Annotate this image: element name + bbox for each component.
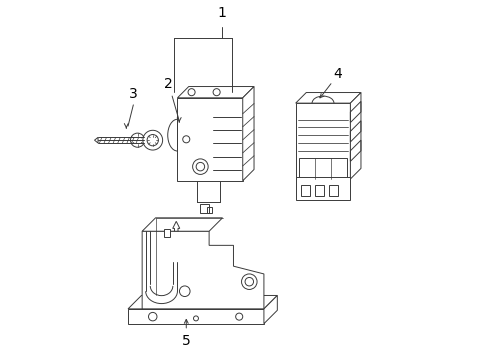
Text: 5: 5 [182,334,190,348]
Text: 1: 1 [217,6,225,20]
Bar [295,103,350,179]
Text: 3: 3 [129,87,138,102]
Circle shape [147,135,158,146]
Bar [295,177,350,200]
Polygon shape [128,296,277,309]
Bar [177,98,242,181]
Circle shape [142,130,163,150]
Bar [128,309,264,324]
Bar [328,185,337,196]
Bar [200,204,209,212]
Polygon shape [295,93,360,103]
Polygon shape [350,93,360,179]
Polygon shape [142,218,222,231]
Bar [299,158,346,179]
Bar [314,185,323,196]
Bar [164,229,170,237]
Polygon shape [172,221,180,231]
Text: 4: 4 [333,67,342,81]
Bar [206,207,212,212]
Polygon shape [142,231,264,309]
Polygon shape [264,296,277,324]
Text: 2: 2 [163,77,172,91]
Polygon shape [242,86,253,181]
Polygon shape [177,86,253,98]
Circle shape [130,133,144,147]
Bar [300,185,309,196]
